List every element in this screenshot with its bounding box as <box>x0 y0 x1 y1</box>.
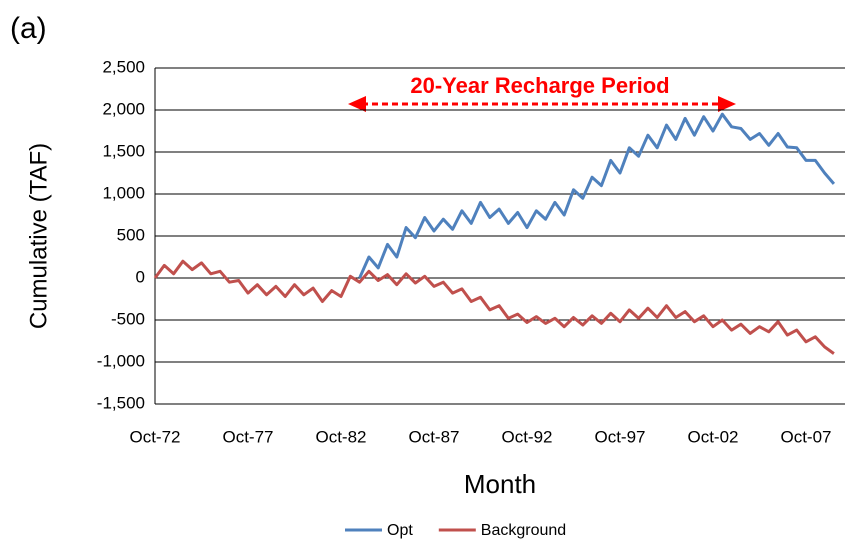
y-tick-label: 0 <box>136 267 145 286</box>
x-tick-label: Oct-82 <box>315 427 366 446</box>
x-tick-label: Oct-02 <box>687 427 738 446</box>
x-axis-title: Month <box>464 469 536 499</box>
x-tick-label: Oct-97 <box>594 427 645 446</box>
series-line <box>153 259 835 355</box>
panel-label: (a) <box>10 12 47 45</box>
x-tick-label: Oct-07 <box>780 427 831 446</box>
x-tick-label: Oct-92 <box>501 427 552 446</box>
legend-label: Opt <box>387 522 413 539</box>
y-tick-label: 1,500 <box>102 141 145 160</box>
y-tick-label: -1,000 <box>97 351 145 370</box>
y-tick-label: 2,500 <box>102 57 145 76</box>
series-line <box>358 112 836 279</box>
y-tick-label: -1,500 <box>97 393 145 412</box>
x-tick-label: Oct-87 <box>408 427 459 446</box>
x-tick-label: Oct-77 <box>222 427 273 446</box>
y-axis-title: Cumulative (TAF) <box>25 143 52 329</box>
y-tick-label: 1,000 <box>102 183 145 202</box>
x-tick-label: Oct-72 <box>129 427 180 446</box>
y-tick-label: -500 <box>111 309 145 328</box>
y-tick-label: 500 <box>117 225 145 244</box>
legend-label: Background <box>481 522 566 539</box>
annotation-arrow <box>348 96 736 112</box>
y-tick-label: 2,000 <box>102 99 145 118</box>
annotation: 20-Year Recharge Period <box>410 73 669 98</box>
